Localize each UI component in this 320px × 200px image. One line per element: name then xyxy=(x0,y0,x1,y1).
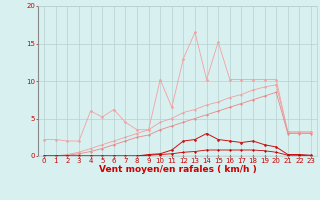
X-axis label: Vent moyen/en rafales ( km/h ): Vent moyen/en rafales ( km/h ) xyxy=(99,165,256,174)
